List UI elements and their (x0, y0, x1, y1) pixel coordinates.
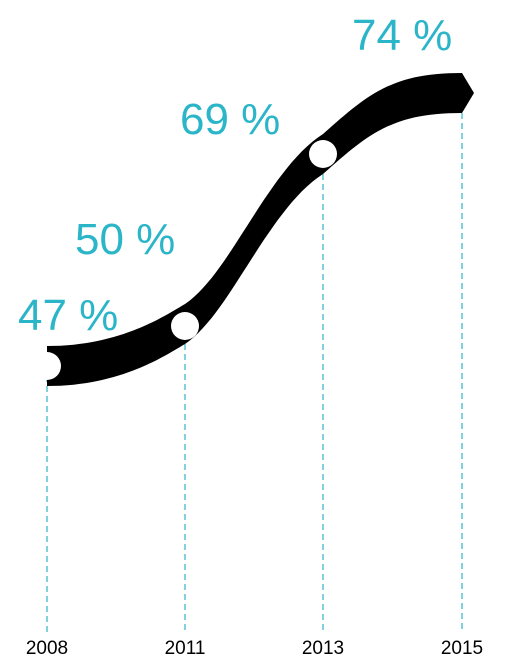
marker-2011 (171, 312, 199, 340)
value-label-2015: 74 % (352, 11, 452, 60)
year-label-2008: 2008 (26, 638, 68, 659)
value-label-2011: 50 % (75, 215, 175, 264)
marker-2008 (33, 352, 61, 380)
drop-lines (46, 93, 463, 632)
year-label-2013: 2013 (302, 638, 344, 659)
value-label-2013: 69 % (180, 95, 280, 144)
value-labels: 47 % 50 % 69 % 74 % (18, 11, 452, 340)
year-labels: 2008 2011 2013 2015 (26, 638, 483, 659)
marker-2013 (309, 140, 337, 168)
data-markers (33, 140, 337, 380)
value-label-2008: 47 % (18, 291, 118, 340)
trend-ribbon (47, 73, 474, 386)
year-label-2011: 2011 (165, 638, 206, 659)
year-label-2015: 2015 (441, 638, 483, 659)
